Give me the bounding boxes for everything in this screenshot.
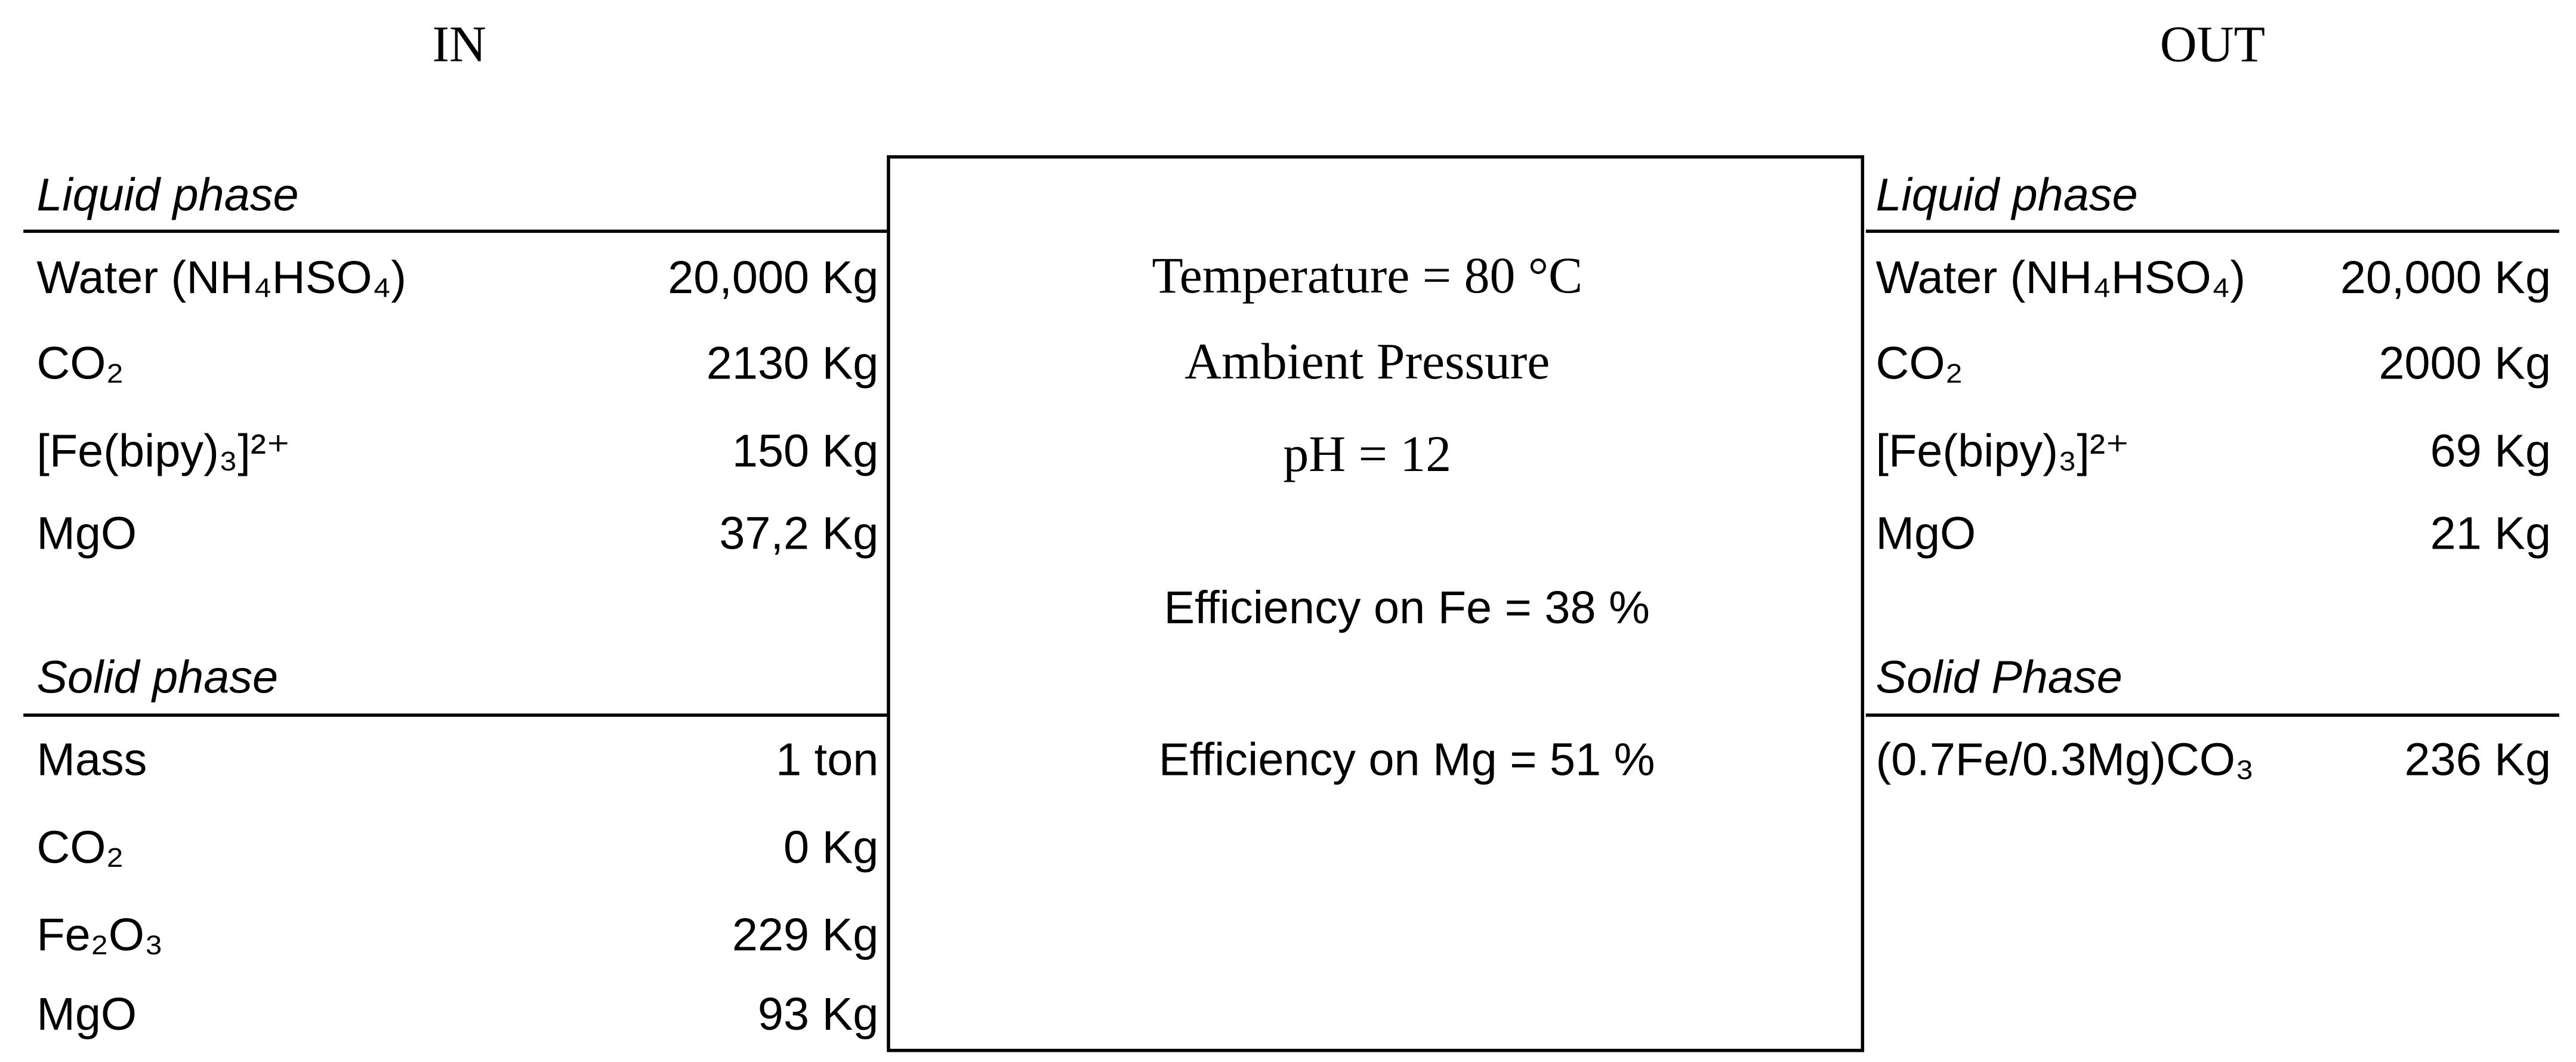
efficiency: Efficiency on Fe = 38 %: [1164, 582, 1649, 633]
component-amount: 229 Kg: [732, 909, 878, 961]
component-name: [Fe(bipy)₃]²⁺: [36, 425, 290, 476]
component-amount: 93 Kg: [758, 989, 878, 1040]
in-title: IN: [432, 16, 486, 73]
process-box: [887, 155, 1865, 1052]
component-amount: 37,2 Kg: [719, 508, 878, 559]
component-amount: 2130 Kg: [707, 338, 879, 389]
component-amount: 150 Kg: [732, 425, 878, 476]
component-name: CO₂: [36, 821, 124, 873]
component-amount: 1 ton: [776, 734, 878, 786]
efficiency: Efficiency on Mg = 51 %: [1159, 734, 1655, 786]
component-amount: 21 Kg: [2430, 508, 2551, 559]
component-name: (0.7Fe/0.3Mg)CO₃: [1875, 734, 2254, 786]
component-name: MgO: [36, 989, 137, 1040]
component-amount: 236 Kg: [2405, 734, 2551, 786]
component-name: Mass: [36, 734, 147, 786]
component-name: MgO: [36, 508, 137, 559]
phase-heading: Liquid phase: [36, 169, 298, 220]
component-name: Water (NH₄HSO₄): [1875, 252, 2245, 303]
component-amount: 20,000 Kg: [668, 252, 878, 303]
phase-heading: Liquid phase: [1875, 169, 2137, 220]
out-title: OUT: [2160, 16, 2265, 73]
component-name: Fe₂O₃: [36, 909, 163, 961]
condition: Ambient Pressure: [1184, 333, 1550, 390]
component-name: [Fe(bipy)₃]²⁺: [1875, 425, 2129, 476]
component-amount: 2000 Kg: [2378, 338, 2551, 389]
condition: Temperature = 80 °C: [1152, 247, 1582, 304]
component-name: CO₂: [36, 338, 124, 389]
component-amount: 0 Kg: [783, 821, 878, 873]
phase-heading: Solid Phase: [1875, 651, 2122, 703]
phase-heading: Solid phase: [36, 651, 278, 703]
condition: pH = 12: [1283, 426, 1451, 482]
component-name: MgO: [1875, 508, 1976, 559]
component-amount: 69 Kg: [2430, 425, 2551, 476]
component-name: CO₂: [1875, 338, 1963, 389]
component-name: Water (NH₄HSO₄): [36, 252, 406, 303]
component-amount: 20,000 Kg: [2340, 252, 2551, 303]
